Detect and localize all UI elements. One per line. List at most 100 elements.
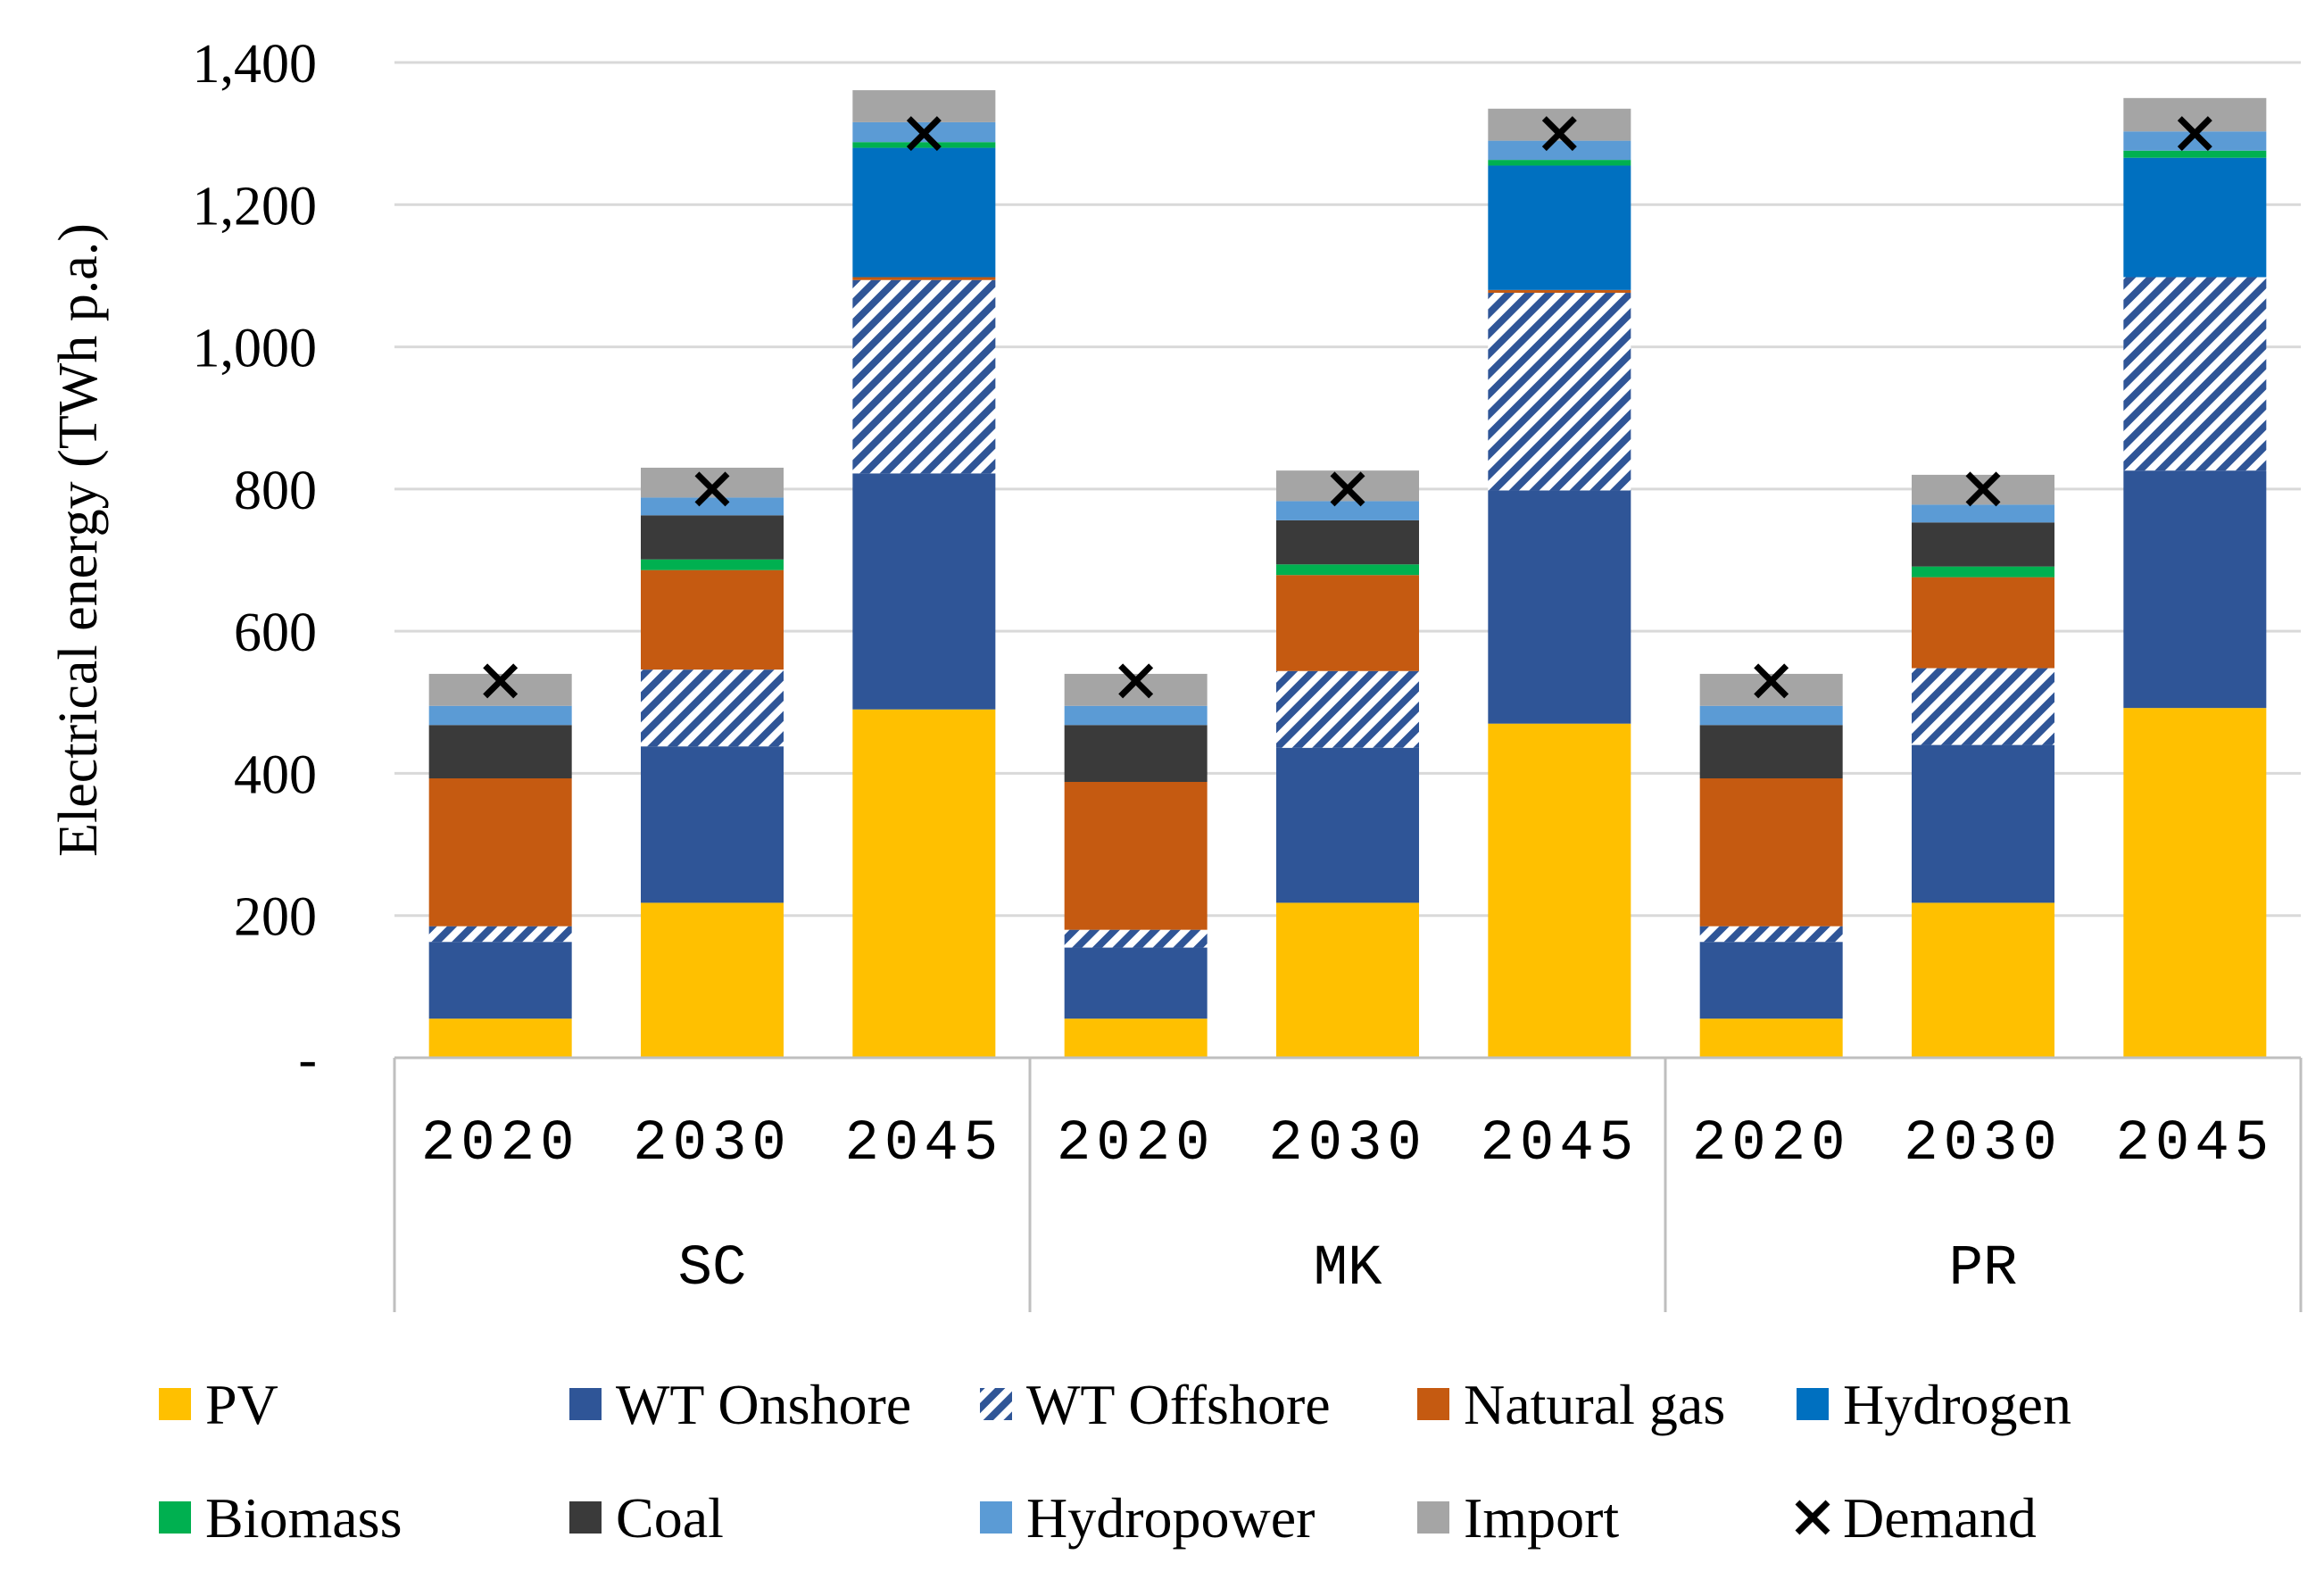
x-group-label: MK — [1314, 1237, 1382, 1301]
legend-swatch — [1795, 1500, 1830, 1535]
bar-segment-import — [852, 90, 996, 122]
legend-label: PV — [205, 1373, 278, 1436]
bar-segment-pv — [852, 709, 996, 1058]
bar-segment-biomass — [2123, 150, 2267, 158]
bar-segment-coal — [641, 515, 784, 560]
legend-swatch — [159, 1388, 191, 1420]
bar-segment-natural-gas — [641, 569, 784, 670]
legend-item-import: Import — [1417, 1486, 1619, 1550]
bar-segment-natural-gas — [1276, 575, 1419, 671]
bar-segment-wt-onshore — [852, 473, 996, 710]
demand-marker — [1541, 116, 1577, 152]
bar-segment-hydropower — [641, 497, 784, 516]
legend-label: WT Onshore — [616, 1373, 911, 1436]
x-tick-label: 2030 — [1268, 1112, 1427, 1176]
x-tick-label: 2045 — [2116, 1112, 2275, 1176]
legend-label: Natural gas — [1464, 1373, 1725, 1436]
demand-markers — [483, 116, 2212, 699]
bar-segment-biomass — [1276, 564, 1419, 576]
legend-item-wt-onshore: WT Onshore — [569, 1373, 911, 1436]
demand-marker — [1965, 471, 2001, 507]
legend-item-biomass: Biomass — [159, 1486, 402, 1550]
bar-segment-pv — [1699, 1018, 1843, 1058]
bar-segment-biomass — [641, 559, 784, 570]
y-axis: - 200 400 600 800 1,000 1,200 1,400 — [193, 34, 318, 1090]
legend-label: WT Offshore — [1026, 1373, 1331, 1436]
legend-label: Demand — [1843, 1486, 2037, 1550]
x-tick-label: 2020 — [1057, 1112, 1216, 1176]
legend-label: Biomass — [205, 1486, 402, 1550]
legend-label: Hydrogen — [1843, 1373, 2071, 1436]
legend-swatch — [569, 1501, 602, 1534]
bar-segment-wt-onshore — [641, 746, 784, 903]
x-tick-label: 2020 — [421, 1112, 580, 1176]
legend-item-natural-gas: Natural gas — [1417, 1373, 1725, 1436]
y-tick-label: 200 — [234, 887, 317, 948]
legend-item-wt-offshore: WT Offshore — [980, 1373, 1331, 1436]
bar-segment-coal — [1064, 725, 1208, 782]
bar-segment-wt-offshore — [2123, 277, 2267, 471]
bar-segment-wt-onshore — [1064, 947, 1208, 1019]
bar-segment-wt-offshore — [428, 926, 572, 943]
bar-segment-biomass — [852, 142, 996, 148]
demand-marker — [694, 471, 730, 507]
bar-segment-hydrogen — [852, 147, 996, 278]
bar-segment-hydrogen — [1488, 165, 1631, 290]
bar-segment-wt-onshore — [1276, 747, 1419, 903]
legend-swatch — [569, 1388, 602, 1420]
legend-swatch — [1417, 1501, 1449, 1534]
bar-segment-hydropower — [1912, 504, 2054, 523]
bar-segment-pv — [1276, 902, 1419, 1058]
bar-segment-hydropower — [1699, 705, 1843, 726]
bar-segment-pv — [1064, 1018, 1208, 1058]
bar-segment-wt-onshore — [2123, 470, 2267, 709]
bar-segment-natural-gas — [852, 277, 996, 280]
bar-segment-hydropower — [1064, 705, 1208, 726]
legend-swatch — [980, 1501, 1012, 1534]
y-tick-label: 800 — [234, 461, 317, 521]
demand-marker — [1330, 471, 1365, 507]
bar-segment-pv — [1488, 723, 1631, 1058]
bar-segment-coal — [1699, 725, 1843, 779]
bar-segment-wt-offshore — [1276, 670, 1419, 748]
y-tick-label: 1,200 — [193, 176, 318, 237]
x-group-label: PR — [1949, 1237, 2018, 1301]
legend-item-coal: Coal — [569, 1486, 724, 1550]
y-tick-label: 600 — [234, 603, 317, 663]
legend-item-hydropower: Hydropower — [980, 1486, 1315, 1550]
bar-segment-hydropower — [2123, 131, 2267, 151]
bar-segment-wt-onshore — [1699, 942, 1843, 1019]
legend-label: Coal — [616, 1486, 724, 1550]
x-tick-label: 2030 — [1904, 1112, 2063, 1176]
x-group-label: SC — [678, 1237, 747, 1301]
bar-segment-biomass — [1488, 160, 1631, 166]
demand-marker — [1118, 663, 1154, 699]
bar-segment-wt-offshore — [852, 279, 996, 474]
legend-swatch — [1797, 1388, 1829, 1420]
bar-segment-wt-onshore — [428, 942, 572, 1019]
demand-marker — [2177, 116, 2212, 152]
legend-swatch — [980, 1388, 1012, 1420]
x-tick-label: 2045 — [845, 1112, 1004, 1176]
bar-segment-wt-offshore — [1912, 668, 2054, 745]
legend-item-demand: Demand — [1795, 1486, 2037, 1550]
legend-swatch — [1417, 1388, 1449, 1420]
x-axis: 2020 2030 2045 SC 2020 2030 2045 MK 2020 2030 2045… — [393, 1056, 2303, 1312]
bar-segment-natural-gas — [1912, 577, 2054, 669]
bar-segment-coal — [1912, 522, 2054, 567]
bar-segment-natural-gas — [1699, 778, 1843, 927]
y-tick-label: - — [298, 1029, 317, 1090]
bar-segment-coal — [428, 725, 572, 779]
bar-segment-pv — [428, 1018, 572, 1058]
legend-swatch — [159, 1501, 191, 1534]
bar-segment-import — [2123, 97, 2267, 132]
bar-segment-wt-onshore — [1488, 490, 1631, 724]
bar-segment-natural-gas — [1488, 289, 1631, 294]
bar-segment-pv — [1912, 902, 2054, 1058]
bar-segment-wt-offshore — [641, 669, 784, 747]
legend-item-hydrogen: Hydrogen — [1797, 1373, 2071, 1436]
bar-segment-hydropower — [428, 705, 572, 726]
bar-segment-wt-offshore — [1064, 929, 1208, 948]
legend-item-pv: PV — [159, 1373, 278, 1436]
